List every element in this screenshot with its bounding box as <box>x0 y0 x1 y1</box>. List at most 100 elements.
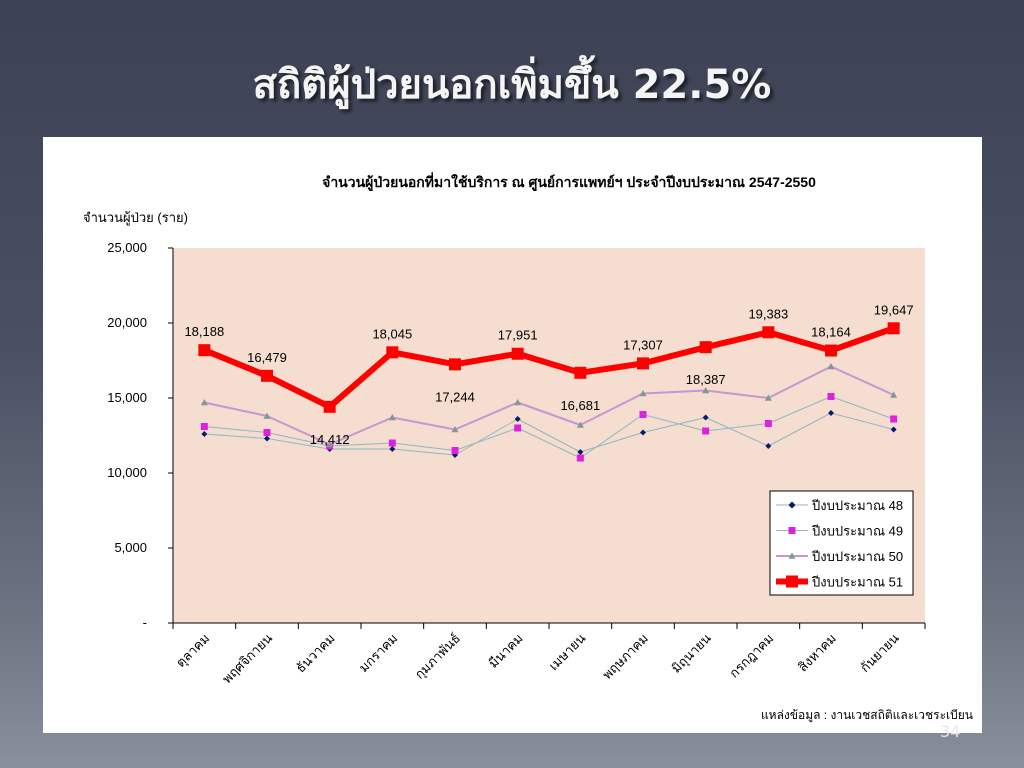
legend-label: ปีงบประมาณ 49 <box>811 524 903 539</box>
data-point <box>788 501 796 509</box>
outpatient-line-chart: จำนวนผู้ป่วยนอกที่มาใช้บริการ ณ ศูนย์การ… <box>83 172 973 723</box>
data-point <box>825 344 837 357</box>
chart-panel: จำนวนผู้ป่วยนอกที่มาใช้บริการ ณ ศูนย์การ… <box>43 137 982 733</box>
x-tick-label: มีนาคม <box>485 631 525 671</box>
y-tick-labels: - 5,000 10,000 15,000 20,000 25,000 <box>107 240 147 630</box>
x-tick-label: ตุลาคม <box>173 631 213 671</box>
slide-title: สถิติผู้ป่วยนอกเพิ่มขึ้น 22.5% <box>252 62 772 108</box>
y-tick-label: 10,000 <box>107 465 147 480</box>
data-point <box>201 431 208 437</box>
data-point <box>640 429 646 436</box>
data-point <box>699 341 712 354</box>
data-label: 17,244 <box>435 389 475 404</box>
series-line <box>204 365 895 446</box>
data-point <box>887 322 900 335</box>
y-tick-label: 20,000 <box>107 315 147 330</box>
data-point <box>702 427 710 435</box>
series-4 <box>198 322 900 413</box>
data-label: 18,164 <box>811 325 851 340</box>
page-number: 34 <box>940 722 961 741</box>
data-point <box>386 346 399 359</box>
y-tick-label: - <box>143 615 147 630</box>
data-point <box>388 439 396 447</box>
x-tick-label: กรกฎาคม <box>726 631 776 681</box>
data-point <box>577 449 584 455</box>
data-point <box>637 357 649 370</box>
data-point <box>576 421 584 428</box>
data-point <box>827 393 835 400</box>
data-point <box>388 414 396 421</box>
data-point <box>449 358 461 371</box>
data-point <box>786 575 798 588</box>
x-tick-label: เมษายน <box>546 630 589 673</box>
data-point <box>764 394 772 401</box>
data-label: 17,951 <box>498 328 538 343</box>
data-point <box>788 552 796 559</box>
data-point <box>451 426 459 433</box>
data-point <box>389 446 396 452</box>
data-label: 16,479 <box>247 350 287 365</box>
x-tick-label: พฤศจิกายน <box>219 630 275 686</box>
data-point <box>576 454 584 462</box>
data-labels: 18,188 16,479 14,412 18,045 17,244 17,951 16,6… <box>184 302 913 447</box>
x-tick-label: กันยายน <box>857 630 902 675</box>
y-tick-label: 15,000 <box>107 390 147 405</box>
data-point <box>200 423 208 430</box>
data-point <box>702 414 709 421</box>
data-label: 14,412 <box>310 432 350 447</box>
data-label: 17,307 <box>623 337 663 352</box>
y-tick-label: 25,000 <box>107 240 147 255</box>
data-point <box>511 347 524 360</box>
x-tick-label: ธันวาคม <box>293 631 338 676</box>
data-point <box>263 412 271 419</box>
data-point <box>198 344 211 357</box>
data-point <box>574 366 587 379</box>
series-2 <box>200 393 898 462</box>
data-point <box>890 391 898 398</box>
data-label: 18,188 <box>184 324 224 339</box>
data-point <box>264 435 270 442</box>
x-tick-label: มิถุนายน <box>668 630 714 676</box>
data-point <box>788 527 796 534</box>
data-point <box>323 400 336 413</box>
x-tick-labels: ตุลาคม พฤศจิกายน ธันวาคม มกราคม กุมภาพันธ์ มี… <box>173 630 902 686</box>
legend-label: ปีงบประมาณ 48 <box>811 498 903 513</box>
data-point <box>514 399 522 406</box>
data-label: 18,387 <box>686 372 726 387</box>
data-label: 19,647 <box>874 302 914 317</box>
x-tick-label: มกราคม <box>356 631 401 676</box>
data-point <box>890 426 897 433</box>
data-point <box>827 363 835 370</box>
chart-title: จำนวนผู้ป่วยนอกที่มาใช้บริการ ณ ศูนย์การ… <box>322 172 816 191</box>
data-point <box>261 369 273 382</box>
legend-label: ปีงบประมาณ 50 <box>811 549 903 564</box>
data-point <box>514 424 522 432</box>
data-point <box>639 411 647 418</box>
series-line <box>204 412 894 456</box>
data-point <box>828 410 834 416</box>
x-tick-label: กุมภาพันธ์ <box>412 631 464 683</box>
series-line <box>204 396 894 459</box>
x-tick-label: พฤษภาคม <box>599 631 651 683</box>
y-axis-label: จำนวนผู้ป่วย (ราย) <box>83 210 188 226</box>
legend-label: ปีงบประมาณ 51 <box>811 575 903 590</box>
data-point <box>263 429 271 436</box>
data-point <box>514 416 521 422</box>
source-note: แหล่งข้อมูล : งานเวชสถิติและเวชระเบียน <box>761 708 973 723</box>
data-label: 18,045 <box>372 326 412 341</box>
y-tick-label: 5,000 <box>114 540 147 555</box>
data-label: 16,681 <box>560 398 600 413</box>
data-point <box>890 415 898 423</box>
data-point <box>639 390 647 397</box>
axes <box>168 247 926 629</box>
data-point <box>764 420 772 427</box>
series-3 <box>200 363 898 448</box>
legend: ปีงบประมาณ 48 ปีงบประมาณ 49 ปีงบประมาณ 50 ป… <box>769 490 914 596</box>
data-point <box>702 387 710 394</box>
data-point <box>762 326 775 339</box>
data-point <box>765 443 772 449</box>
data-point <box>451 447 459 454</box>
x-tick-label: สิงหาคม <box>795 631 839 675</box>
data-point <box>326 441 334 448</box>
data-label: 19,383 <box>748 306 788 321</box>
